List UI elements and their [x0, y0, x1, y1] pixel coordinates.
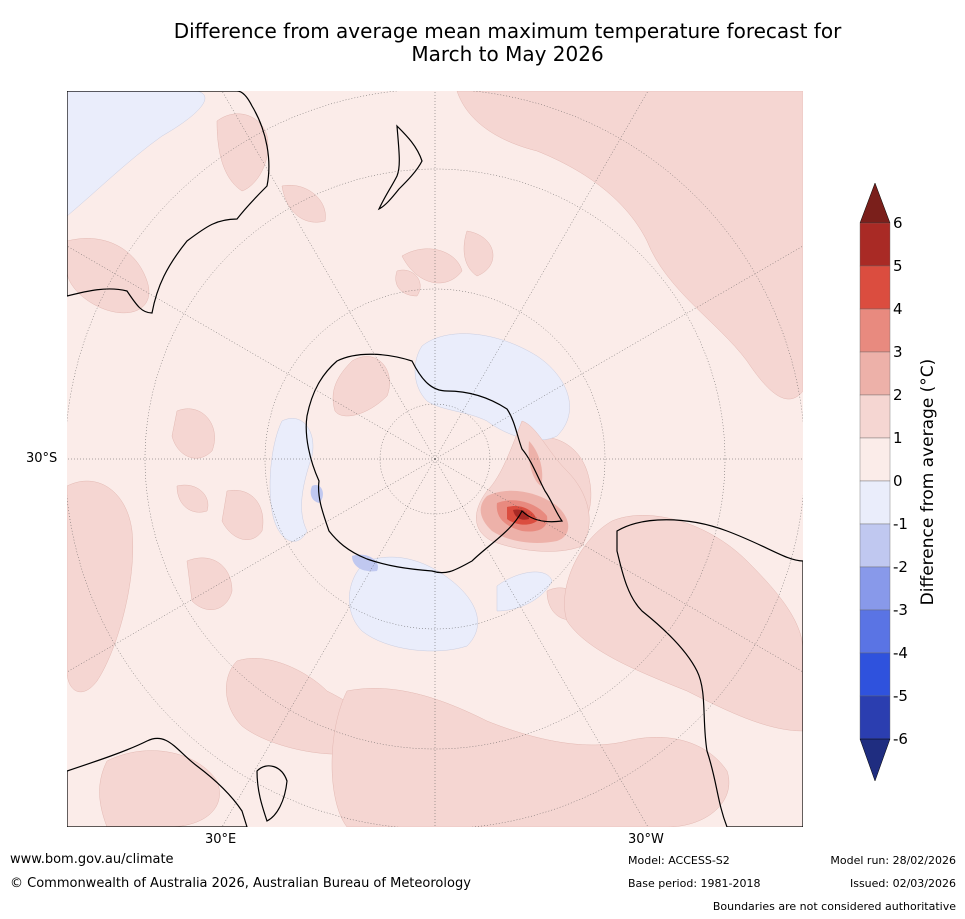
footer-disclaimer: Boundaries are not considered authoritat… — [712, 900, 956, 913]
colorbar-segment — [859, 695, 891, 740]
footer-model: Model: ACCESS-S2 — [628, 854, 730, 867]
title-line-2: March to May 2026 — [411, 42, 604, 66]
colorbar-segment — [859, 566, 891, 611]
cool-anomaly-indian-ocean — [67, 91, 206, 217]
colorbar-segment — [859, 351, 891, 396]
map-title: Difference from average mean maximum tem… — [60, 20, 955, 66]
peninsula-warm-anomaly — [476, 420, 590, 552]
colorbar-tick-label: -3 — [893, 601, 908, 619]
footer-issued: Issued: 02/03/2026 — [849, 877, 956, 890]
colorbar-tick-label: -5 — [893, 687, 908, 705]
colorbar-tick-label: 4 — [893, 300, 903, 318]
africa-coastline — [67, 737, 248, 827]
colorbar-tick-label: -2 — [893, 558, 908, 576]
colorbar-tick-label: 0 — [893, 472, 903, 490]
title-line-1: Difference from average mean maximum tem… — [173, 19, 842, 43]
lon-label-30w: 30°W — [628, 832, 664, 847]
colorbar-under-triangle — [859, 738, 891, 782]
colorbar-tick-label: 2 — [893, 386, 903, 404]
colorbar-segment — [859, 480, 891, 525]
colorbar-segment — [859, 609, 891, 654]
colorbar — [859, 182, 891, 782]
cool-anomaly-patches — [269, 333, 570, 652]
colorbar-tick-label: -6 — [893, 730, 908, 748]
colorbar-tick-label: -1 — [893, 515, 908, 533]
colorbar-title: Difference from average (°C) — [918, 358, 938, 606]
new-zealand-coastline — [377, 124, 423, 211]
colorbar-over-triangle — [859, 182, 891, 224]
lon-label-30e: 30°E — [205, 832, 237, 847]
antarctica-coastline — [305, 353, 564, 574]
south-america-coastline — [616, 519, 803, 827]
colorbar-tick-label: 3 — [893, 343, 903, 361]
polar-map — [67, 91, 803, 827]
colorbar-tick-label: 6 — [893, 214, 903, 232]
footer-copyright: © Commonwealth of Australia 2026, Austra… — [10, 876, 471, 891]
colorbar-tick-label: 5 — [893, 257, 903, 275]
colorbar-segment — [859, 523, 891, 568]
colorbar-segment — [859, 437, 891, 482]
graticule — [67, 91, 803, 827]
madagascar-coastline — [256, 765, 288, 822]
colorbar-segment — [859, 652, 891, 697]
footer-website[interactable]: www.bom.gov.au/climate — [10, 852, 174, 867]
colorbar-tick-label: -4 — [893, 644, 908, 662]
footer-model-run: Model run: 28/02/2026 — [830, 854, 956, 867]
australia-coastline — [67, 91, 270, 314]
colorbar-segment — [859, 394, 891, 439]
colorbar-segment — [859, 222, 891, 267]
lat-label-30s: 30°S — [26, 451, 58, 466]
colorbar-tick-label: 1 — [893, 429, 903, 447]
coastlines — [67, 91, 803, 827]
colorbar-segment — [859, 308, 891, 353]
footer-base-period: Base period: 1981-2018 — [628, 877, 761, 890]
colorbar-segment — [859, 265, 891, 310]
